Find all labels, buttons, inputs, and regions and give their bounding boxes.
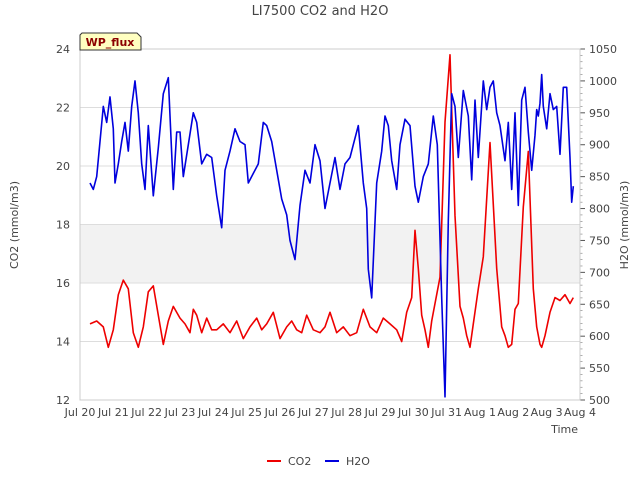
y-left-tick-label: 12 [56,394,70,407]
x-tick-label: Jul 31 [430,406,462,419]
y-right-tick-label: 550 [589,362,610,375]
x-tick-label: Aug 2 [497,406,529,419]
y-right-tick-label: 650 [589,298,610,311]
y-left-tick-label: 18 [56,219,70,232]
x-axis-label: Time [550,423,578,436]
y-right-tick-label: 750 [589,234,610,247]
y-left-tick-label: 24 [56,43,70,56]
y-right-tick-label: 600 [589,330,610,343]
y-right-tick-label: 700 [589,266,610,279]
background-band [80,224,580,283]
chart-title: LI7500 CO2 and H2O [252,4,389,19]
y-right-tick-label: 950 [589,107,610,120]
y-right-tick-label: 850 [589,171,610,184]
y-left-tick-label: 16 [56,277,70,290]
y-left-tick-label: 22 [56,102,70,115]
y-axis-left-label: CO2 (mmol/m3) [8,181,21,269]
y-right-tick-label: 1000 [589,75,617,88]
x-tick-label: Aug 3 [531,406,563,419]
x-axis: Jul 20 Jul 21 Jul 22 Jul 23 Jul 24 Jul 25 Jul … [64,406,596,419]
right-y-axis: 500 550 600 650 700 750 800 850 900 950 1000 1050 [580,43,617,407]
x-tick-label: Jul 22 [130,406,162,419]
y-right-tick-label: 800 [589,203,610,216]
y-axis-right-label: H2O (mmol/m3) [618,181,631,270]
legend-h2o-label: H2O [346,455,370,468]
x-tick-label: Aug 1 [464,406,496,419]
x-tick-label: Jul 29 [364,406,396,419]
badge-label: WP_flux [86,36,135,49]
co2-line [89,53,574,349]
badge-box [79,32,142,51]
wp-flux-badge: WP_flux [79,32,142,51]
x-tick-label: Jul 20 [64,406,96,419]
x-tick-label: Jul 21 [97,406,129,419]
legend-co2-label: CO2 [288,455,311,468]
y-left-tick-label: 14 [56,336,70,349]
background-bands [80,224,580,283]
grid [80,48,580,401]
x-tick-label: Jul 26 [264,406,296,419]
legend: CO2 H2O [267,455,370,468]
x-tick-label: Jul 28 [330,406,362,419]
x-tick-label: Jul 24 [197,406,229,419]
x-tick-label: Jul 23 [164,406,196,419]
y-right-tick-label: 900 [589,139,610,152]
y-left-tick-label: 20 [56,160,70,173]
x-tick-label: Jul 30 [397,406,429,419]
h2o-line [89,73,575,398]
x-tick-label: Jul 25 [230,406,262,419]
y-right-tick-label: 1050 [589,43,617,56]
y-right-tick-label: 500 [589,394,610,407]
x-tick-label: Aug 4 [564,406,596,419]
series-lines [89,53,575,398]
left-y-axis: 12 14 16 18 20 22 24 [56,43,70,407]
plot-frame [79,48,581,401]
x-tick-label: Jul 27 [297,406,329,419]
